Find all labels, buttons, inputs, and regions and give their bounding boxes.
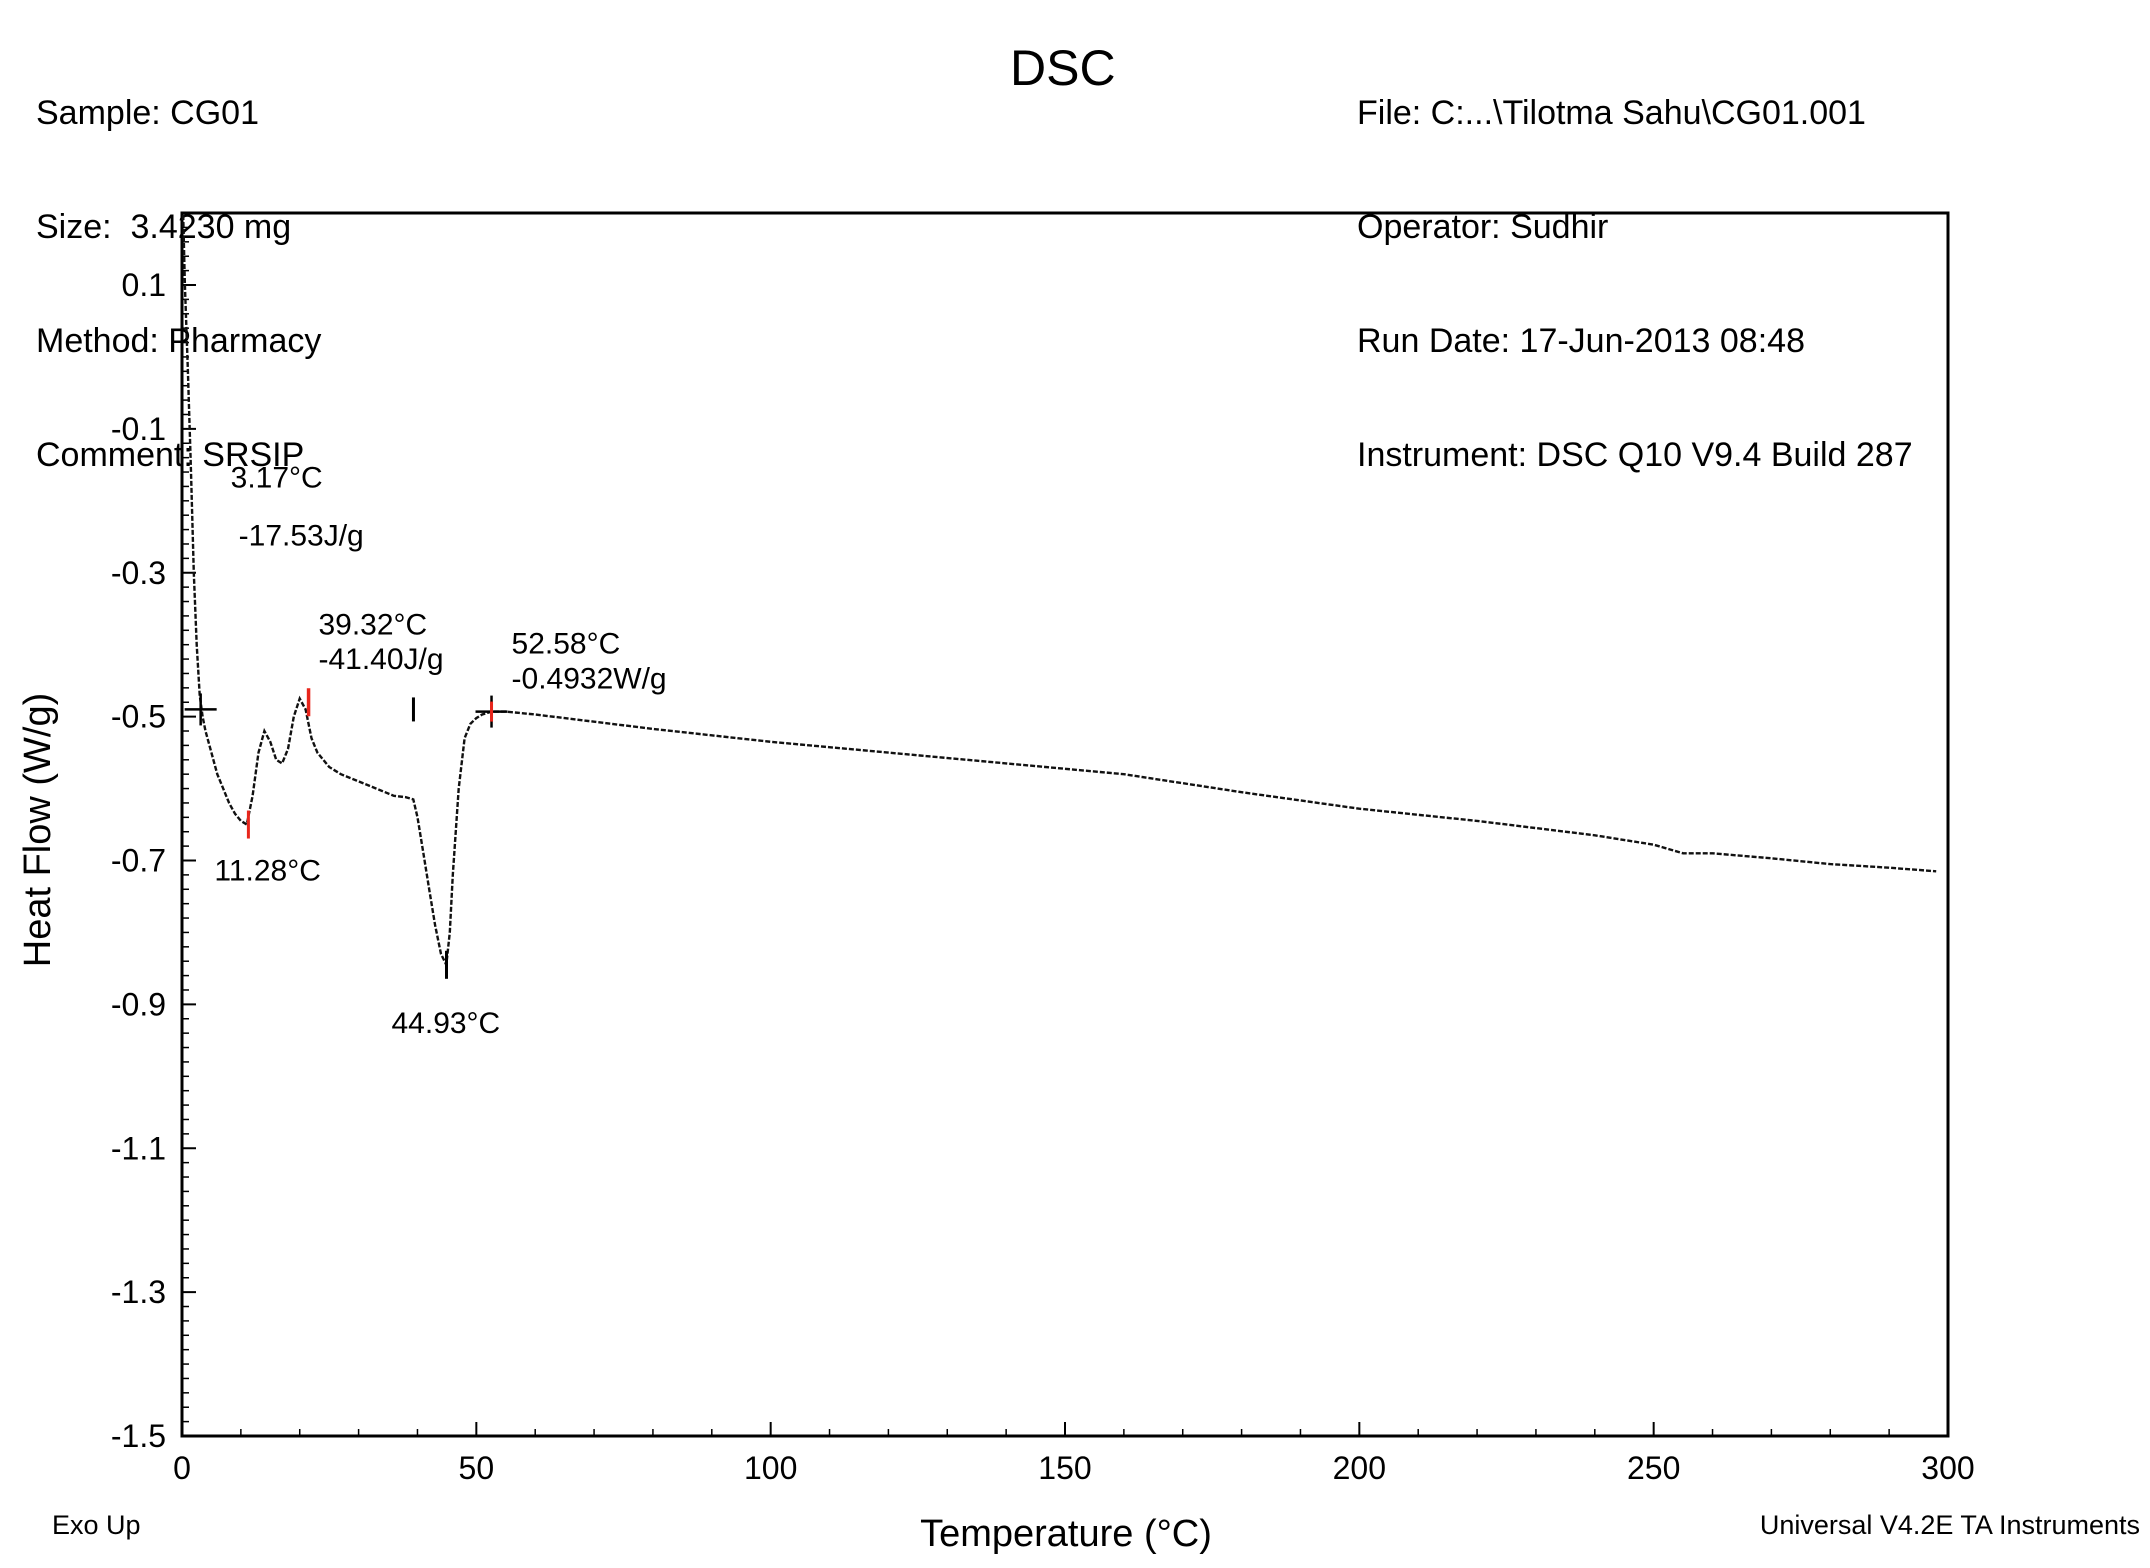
annotation-label: -41.40J/g: [318, 643, 443, 676]
x-tick-label: 250: [1627, 1450, 1680, 1486]
annotation-label: 3.17°C: [231, 461, 323, 494]
axis-ticks: 0 50 100 150 200 250 300 0.1 -0.1 -0.3 -0.5 -0.7 -0.…: [111, 226, 1975, 1486]
sample-line: Sample: CG01: [36, 94, 259, 132]
file-line: File: C:...\Tilotma Sahu\CG01.001: [1357, 94, 1866, 132]
x-tick-label: 150: [1038, 1450, 1091, 1486]
method-line: Method: Pharmacy: [36, 322, 322, 360]
software-label: Universal V4.2E TA Instruments: [1760, 1510, 2140, 1540]
y-tick-label: -1.5: [111, 1418, 166, 1454]
x-tick-label: 300: [1921, 1450, 1974, 1486]
x-tick-label: 200: [1333, 1450, 1386, 1486]
y-axis-title: Heat Flow (W/g): [17, 693, 59, 967]
annotation-label: -0.4932W/g: [512, 662, 667, 695]
y-tick-label: -0.7: [111, 843, 166, 879]
y-tick-label: 0.1: [122, 267, 166, 303]
y-tick-label: -1.3: [111, 1274, 166, 1310]
y-tick-label: -1.1: [111, 1130, 166, 1166]
annotations-group: 3.17°C -17.53J/g 11.28°C 39.32°C-41.40J/g 44…: [184, 461, 667, 1040]
annotation-label: 52.58°C: [512, 628, 621, 661]
x-tick-label: 0: [173, 1450, 191, 1486]
plot-frame: [180, 211, 1950, 1438]
comment-line: Comment: SRSIP: [36, 436, 305, 474]
heat-flow-series-line: [182, 214, 1937, 970]
exo-up-label: Exo Up: [52, 1510, 141, 1540]
run-date-line: Run Date: 17-Jun-2013 08:48: [1357, 322, 1805, 360]
y-tick-label: -0.9: [111, 986, 166, 1022]
annotation-label: -17.53J/g: [239, 519, 364, 552]
annotation-label: 11.28°C: [214, 855, 321, 888]
y-tick-label: -0.5: [111, 699, 166, 735]
annotation-label: 44.93°C: [391, 1007, 500, 1040]
run-info: File: C:...\Tilotma Sahu\CG01.001 Operat…: [1357, 18, 1913, 512]
instrument-line: Instrument: DSC Q10 V9.4 Build 287: [1357, 436, 1913, 474]
x-axis-title: Temperature (°C): [920, 1513, 1212, 1555]
series-group: [182, 214, 1937, 970]
y-tick-label: -0.3: [111, 555, 166, 591]
y-tick-label: -0.1: [111, 411, 166, 447]
annotation-label: 39.32°C: [318, 608, 427, 641]
chart-title: DSC: [1010, 40, 1116, 96]
x-tick-label: 100: [744, 1450, 797, 1486]
x-tick-label: 50: [459, 1450, 495, 1486]
